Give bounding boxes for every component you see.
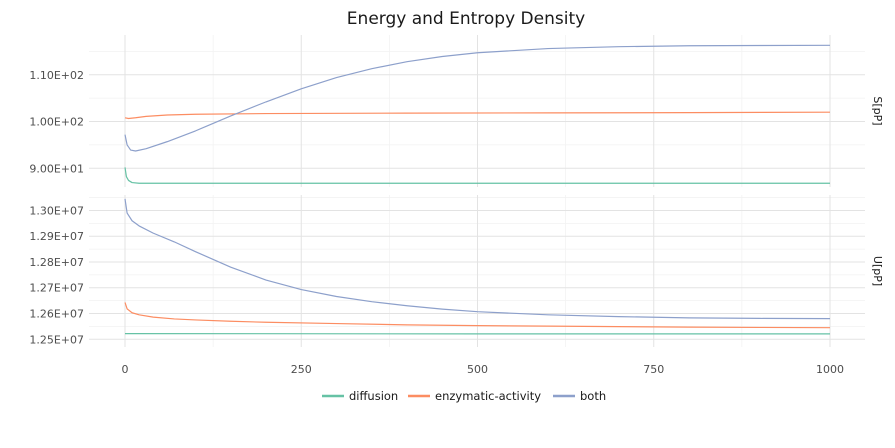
facet-panels: 9.00E+011.00E+021.10E+02S[pP]1.25E+071.2…	[29, 35, 884, 347]
y-tick-label: 9.00E+01	[29, 162, 84, 175]
panel-entropy: 9.00E+01 1.00E+02 1.10E+02 S[pP]	[29, 35, 884, 187]
facet-label: S[pP]	[871, 96, 884, 125]
legend-label: enzymatic-activity	[435, 389, 541, 403]
x-tick-label: 0	[122, 363, 129, 376]
panel-energy: 1.25E+07 1.26E+07 1.27E+07 1.28E+07 1.29E+07…	[29, 195, 884, 347]
y-tick-label: 1.26E+07	[29, 308, 84, 321]
y-tick-label: 1.30E+07	[29, 204, 84, 217]
legend-label: diffusion	[349, 389, 398, 403]
y-tick-label: 1.25E+07	[29, 333, 84, 346]
y-tick-label: 1.10E+02	[29, 69, 84, 82]
legend: diffusion enzymatic-activity both	[322, 389, 606, 403]
x-tick-label: 1000	[816, 363, 844, 376]
x-tick-label: 250	[291, 363, 312, 376]
y-tick-label: 1.28E+07	[29, 256, 84, 269]
series-line-both	[124, 198, 831, 320]
series-line-diffusion	[124, 167, 830, 184]
facet-label: U[pP]	[871, 256, 884, 286]
y-tick-label: 1.00E+02	[29, 116, 84, 129]
series-line-both	[124, 44, 831, 152]
legend-item-enzymatic-activity: enzymatic-activity	[408, 389, 541, 403]
y-tick-label: 1.27E+07	[29, 282, 84, 295]
x-tick-label: 500	[467, 363, 488, 376]
legend-label: both	[580, 389, 606, 403]
x-tick-label: 750	[643, 363, 664, 376]
x-axis: 0 250 500 750 1000	[122, 363, 845, 376]
legend-item-diffusion: diffusion	[322, 389, 398, 403]
chart-title: Energy and Entropy Density	[347, 9, 585, 29]
legend-item-both: both	[553, 389, 606, 403]
series-line-enzymatic-activity	[124, 111, 831, 120]
series-line-enzymatic-activity	[124, 302, 831, 329]
y-tick-label: 1.29E+07	[29, 230, 84, 243]
